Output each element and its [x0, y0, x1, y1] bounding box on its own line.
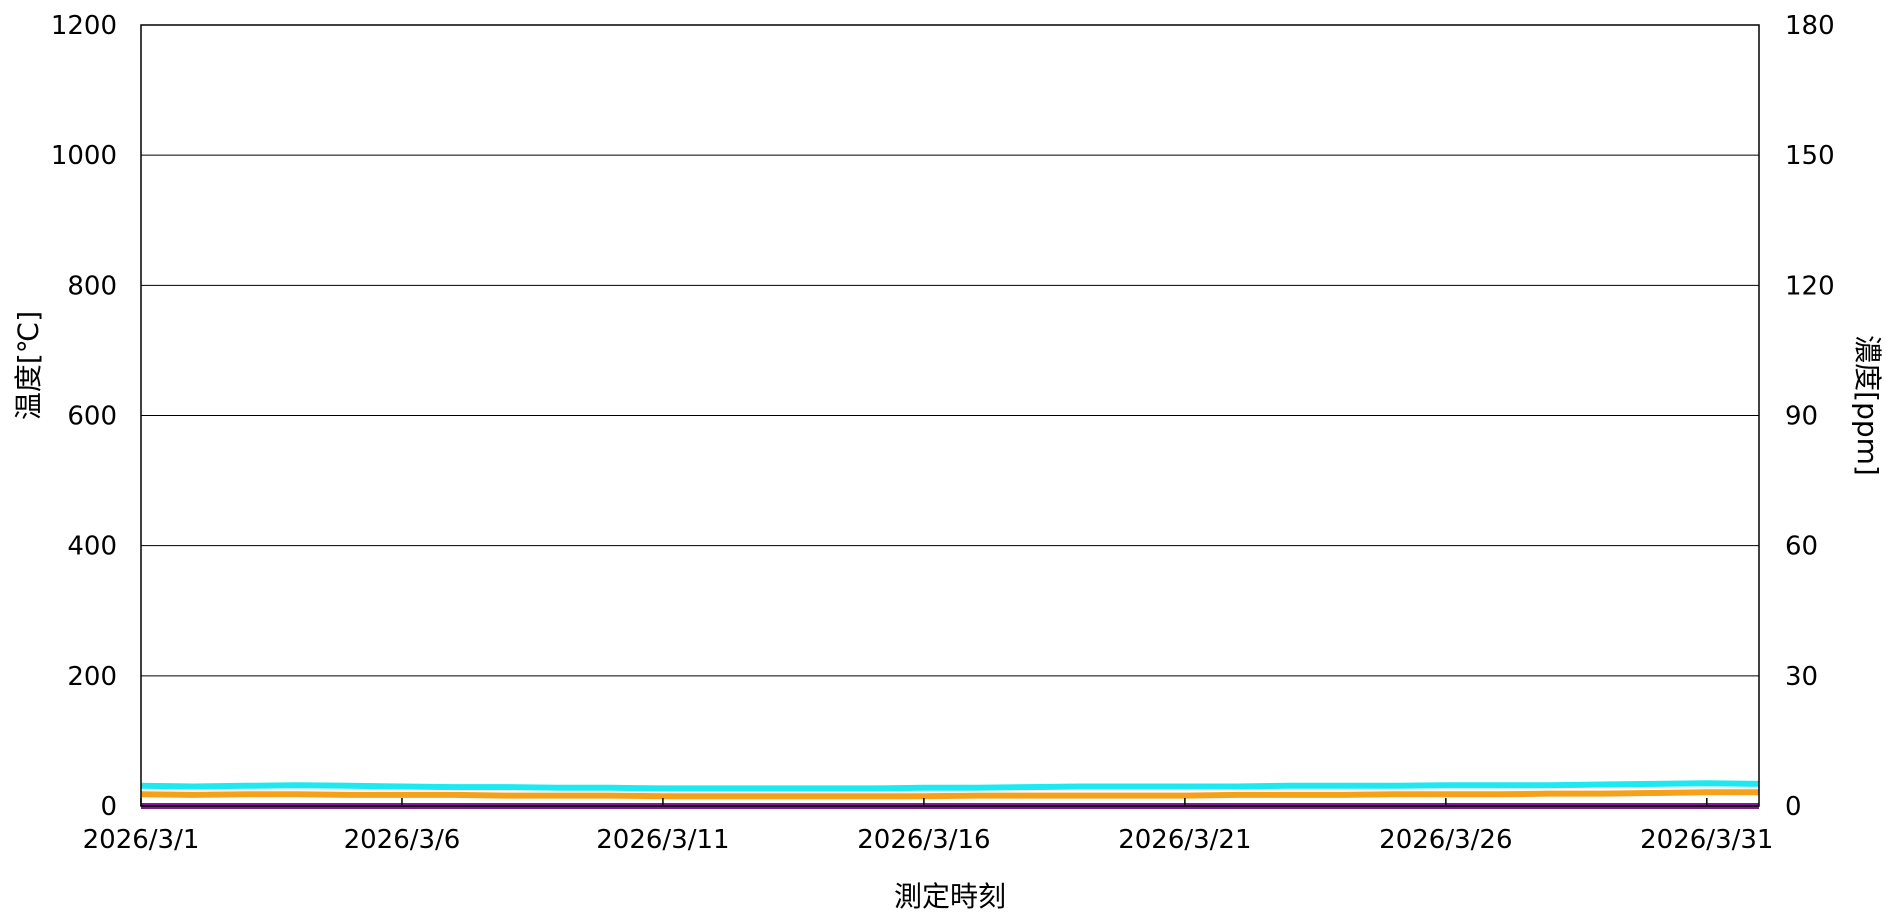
right-axis-title: 濃度[ppm]: [1851, 335, 1884, 476]
series-layer: [140, 780, 1760, 809]
x-tick-label: 2026/3/26: [1379, 825, 1512, 855]
plot-area-frame: [140, 24, 1760, 807]
y2-tick-label: 90: [1785, 402, 1818, 432]
y2-tick-label: 120: [1785, 271, 1835, 301]
x-axis-title: 測定時刻: [894, 880, 1006, 912]
y-tick-label: 400: [67, 532, 117, 562]
x-tick-label: 2026/3/11: [596, 825, 729, 855]
left-axis-title: 温度[℃]: [12, 311, 45, 420]
x-axis-ticks: 2026/3/1 2026/3/6 2026/3/11 2026/3/16 2026/3…: [83, 798, 1773, 855]
x-tick-label: 2026/3/31: [1640, 825, 1773, 855]
y-tick-label: 1000: [51, 141, 117, 171]
x-tick-label: 2026/3/21: [1118, 825, 1251, 855]
gridlines: [141, 154, 1759, 677]
y2-tick-label: 150: [1785, 141, 1835, 171]
y2-tick-label: 60: [1785, 532, 1818, 562]
y2-tick-label: 180: [1785, 11, 1835, 41]
y2-tick-label: 0: [1785, 792, 1802, 822]
left-axis-ticks: 0 200 400 600 800 1000 1200: [51, 11, 117, 822]
x-tick-label: 2026/3/6: [344, 825, 461, 855]
y-tick-label: 800: [67, 271, 117, 301]
y-tick-label: 600: [67, 402, 117, 432]
y-tick-label: 0: [100, 792, 117, 822]
series-line-2: [140, 789, 1759, 800]
x-tick-label: 2026/3/1: [83, 825, 200, 855]
y-tick-label: 200: [67, 662, 117, 692]
x-tick-label: 2026/3/16: [857, 825, 990, 855]
right-axis-ticks: 0 30 60 90 120 150 180: [1785, 11, 1835, 822]
y2-tick-label: 30: [1785, 662, 1818, 692]
series-line-1: [140, 780, 1760, 792]
y-tick-label: 1200: [51, 11, 117, 41]
